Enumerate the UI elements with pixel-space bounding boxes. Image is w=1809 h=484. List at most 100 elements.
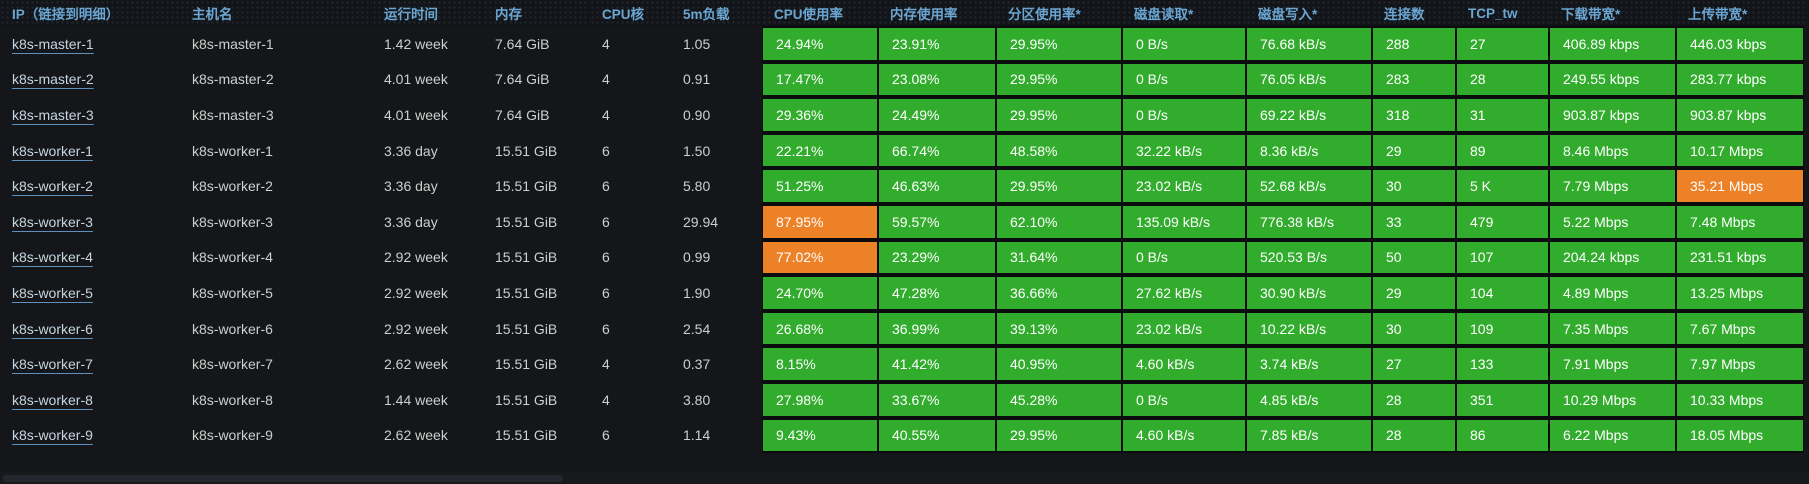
column-header-uptime[interactable]: 运行时间 (372, 0, 483, 26)
cell-hostname: k8s-worker-4 (192, 249, 273, 266)
column-header-download_bw[interactable]: 下载带宽* (1549, 0, 1676, 26)
cell-ip: k8s-worker-9 (0, 418, 180, 454)
column-header-hostname[interactable]: 主机名 (180, 0, 372, 26)
cell-ip: k8s-worker-4 (0, 240, 180, 276)
cell-cpu_cores: 4 (602, 356, 610, 373)
cell-ip: k8s-worker-2 (0, 168, 180, 204)
cell-download_bw: 406.89 kbps (1549, 26, 1676, 62)
cell-cpu_cores: 6 (602, 284, 610, 301)
cell-ip: k8s-master-3 (0, 97, 180, 133)
cell-cpu_cores: 4 (602, 71, 610, 88)
cell-disk_read: 23.02 kB/s (1122, 310, 1246, 347)
ip-link[interactable]: k8s-worker-2 (12, 178, 93, 195)
cell-cpu_usage: 22.21% (762, 132, 878, 169)
cell-upload_bw: 446.03 kbps (1676, 26, 1804, 62)
cell-load_5m: 5.80 (683, 178, 711, 195)
cell-connections: 28 (1372, 381, 1456, 418)
cell-cpu_cores: 6 (602, 178, 610, 195)
column-header-connections[interactable]: 连接数 (1372, 0, 1456, 26)
cell-tcp_tw: 5 K (1456, 168, 1549, 204)
cell-connections: 50 (1372, 239, 1456, 276)
cell-disk_write: 4.85 kB/s (1246, 381, 1372, 418)
cell-ip: k8s-worker-3 (0, 204, 180, 240)
cell-connections: 29 (1372, 275, 1456, 311)
cell-load_5m: 0.90 (683, 106, 711, 123)
cell-mem_usage: 24.49% (878, 97, 996, 133)
cell-disk_read: 4.60 kB/s (1122, 417, 1246, 454)
ip-link[interactable]: k8s-worker-5 (12, 284, 93, 301)
cell-load_5m: 3.80 (683, 391, 711, 408)
cell-ip: k8s-worker-5 (0, 275, 180, 311)
ip-link[interactable]: k8s-worker-1 (12, 142, 93, 159)
cell-hostname: k8s-worker-1 (192, 142, 273, 159)
cell-uptime: 3.36 day (384, 213, 438, 230)
cell-upload_bw: 7.67 Mbps (1676, 310, 1804, 347)
cell-cpu_cores: 4 (602, 391, 610, 408)
cell-memory: 15.51 GiB (495, 284, 558, 301)
cell-upload_bw: 10.33 Mbps (1676, 381, 1804, 418)
cell-cpu_usage: 9.43% (762, 417, 878, 454)
cell-uptime: 1.42 week (384, 35, 448, 52)
cell-disk_read: 135.09 kB/s (1122, 203, 1246, 240)
cell-disk_write: 30.90 kB/s (1246, 275, 1372, 311)
cell-load_5m: 1.90 (683, 284, 711, 301)
panel-bottom-gutter (0, 472, 1809, 484)
cell-ip: k8s-worker-8 (0, 382, 180, 418)
cell-cpu_usage: 24.94% (762, 26, 878, 62)
cell-upload_bw: 7.97 Mbps (1676, 346, 1804, 382)
cell-upload_bw: 903.87 kbps (1676, 97, 1804, 133)
column-header-cpu_cores[interactable]: CPU核 (590, 0, 671, 26)
column-header-memory[interactable]: 内存 (483, 0, 590, 26)
column-header-disk_read[interactable]: 磁盘读取* (1122, 0, 1246, 26)
cell-upload_bw: 18.05 Mbps (1676, 417, 1804, 454)
cell-disk_read: 0 B/s (1122, 26, 1246, 62)
column-header-tcp_tw[interactable]: TCP_tw (1456, 0, 1549, 26)
cell-ip: k8s-master-2 (0, 62, 180, 98)
cell-memory: 15.51 GiB (495, 142, 558, 159)
cell-uptime: 4.01 week (384, 106, 448, 123)
cell-cpu_usage: 29.36% (762, 97, 878, 133)
column-header-partition_usage[interactable]: 分区使用率* (996, 0, 1122, 26)
ip-link[interactable]: k8s-master-1 (12, 35, 94, 52)
cell-memory: 7.64 GiB (495, 106, 550, 123)
cell-uptime: 2.92 week (384, 249, 448, 266)
cell-tcp_tw: 31 (1456, 97, 1549, 133)
cell-cpu_usage: 8.15% (762, 346, 878, 382)
table-row: k8s-worker-4 k8s-worker-4 2.92 week 15.51 G… (0, 239, 1804, 276)
cell-ip: k8s-worker-1 (0, 133, 180, 169)
ip-link[interactable]: k8s-worker-7 (12, 356, 93, 373)
cell-disk_read: 27.62 kB/s (1122, 275, 1246, 311)
cell-load_5m: 1.05 (683, 35, 711, 52)
cell-tcp_tw: 86 (1456, 417, 1549, 454)
cell-download_bw: 7.91 Mbps (1549, 346, 1676, 382)
ip-link[interactable]: k8s-worker-3 (12, 213, 93, 230)
cell-memory: 15.51 GiB (495, 391, 558, 408)
column-header-ip[interactable]: IP（链接到明细） (0, 0, 180, 26)
ip-link[interactable]: k8s-master-3 (12, 106, 94, 123)
cell-mem_usage: 47.28% (878, 275, 996, 311)
column-header-cpu_usage[interactable]: CPU使用率 (762, 0, 878, 26)
column-header-upload_bw[interactable]: 上传带宽* (1676, 0, 1804, 26)
cell-memory: 7.64 GiB (495, 35, 550, 52)
cell-hostname: k8s-master-2 (192, 71, 274, 88)
cell-mem_usage: 59.57% (878, 203, 996, 240)
ip-link[interactable]: k8s-worker-8 (12, 391, 93, 408)
cell-download_bw: 4.89 Mbps (1549, 275, 1676, 311)
cell-upload_bw: 231.51 kbps (1676, 239, 1804, 276)
metrics-table: IP（链接到明细） 主机名 运行时间 内存 CPU核 5m负载 CPU使用率 内存使用率 分区使… (0, 0, 1804, 454)
cell-load_5m: 0.91 (683, 71, 711, 88)
cell-cpu_usage: 24.70% (762, 275, 878, 311)
cell-disk_write: 520.53 B/s (1246, 239, 1372, 276)
ip-link[interactable]: k8s-worker-9 (12, 427, 93, 444)
cell-tcp_tw: 104 (1456, 275, 1549, 311)
ip-link[interactable]: k8s-master-2 (12, 71, 94, 88)
column-header-mem_usage[interactable]: 内存使用率 (878, 0, 996, 26)
horizontal-scrollbar[interactable] (3, 475, 563, 482)
column-header-load_5m[interactable]: 5m负载 (671, 0, 762, 26)
table-row: k8s-worker-6 k8s-worker-6 2.92 week 15.51 G… (0, 310, 1804, 347)
ip-link[interactable]: k8s-worker-4 (12, 249, 93, 266)
column-header-disk_write[interactable]: 磁盘写入* (1246, 0, 1372, 26)
table-row: k8s-worker-5 k8s-worker-5 2.92 week 15.51 G… (0, 275, 1804, 311)
table-row: k8s-master-2 k8s-master-2 4.01 week 7.64 Gi… (0, 61, 1804, 98)
ip-link[interactable]: k8s-worker-6 (12, 320, 93, 337)
